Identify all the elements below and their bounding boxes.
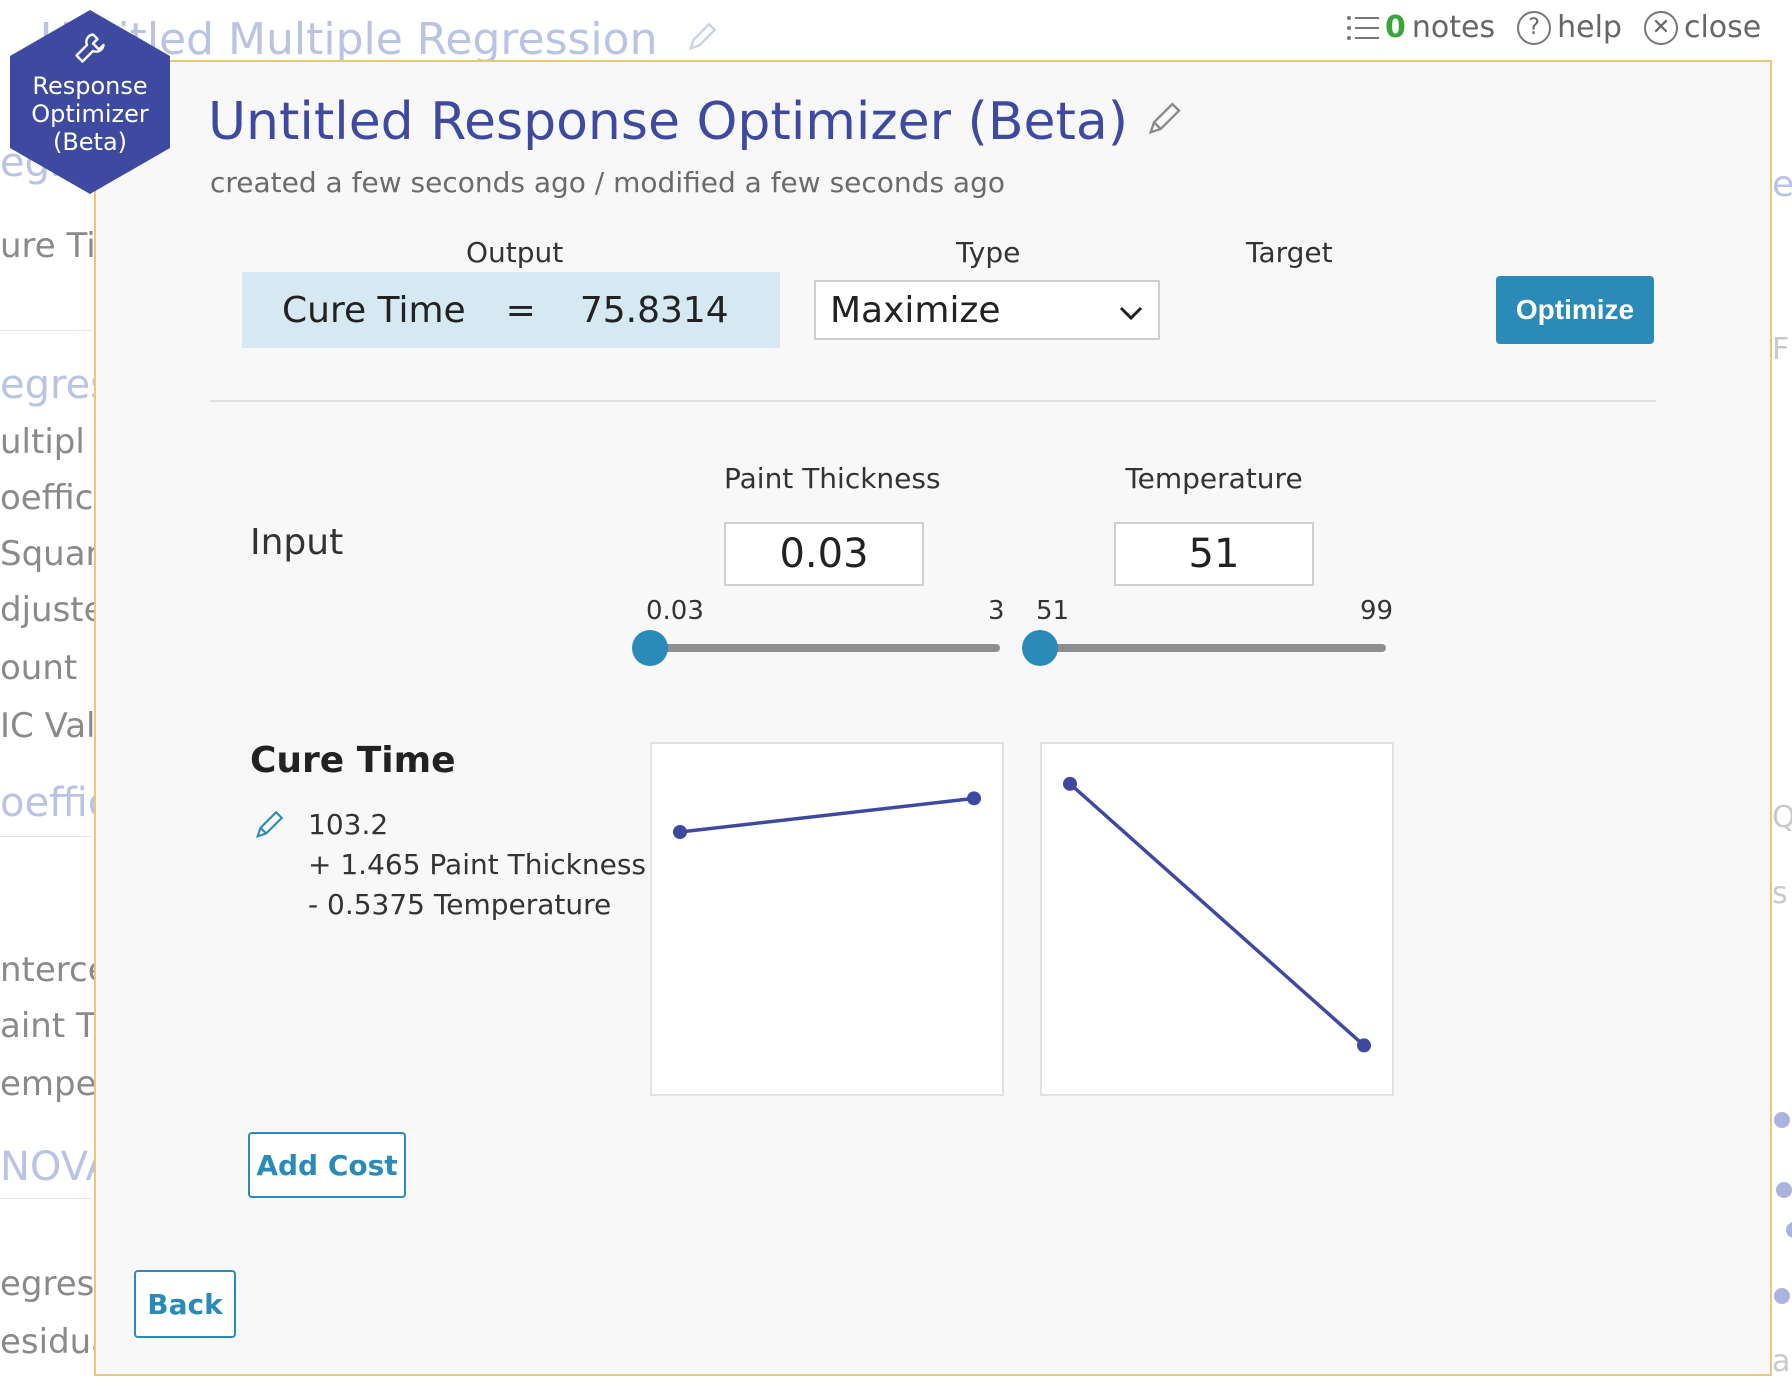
add-cost-button[interactable]: Add Cost: [248, 1132, 406, 1198]
data-point: [967, 791, 981, 806]
temperature-label: Temperature: [1125, 462, 1303, 495]
background-label: ultipl: [0, 422, 85, 462]
background-label: djuste: [0, 590, 105, 630]
background-right-label: F: [1772, 332, 1790, 367]
notes-button[interactable]: 0 notes: [1345, 10, 1495, 45]
background-label: oeffic: [0, 780, 110, 826]
badge-line: (Beta): [52, 128, 128, 156]
temperature-max: 99: [1360, 596, 1394, 626]
background-dot: [1786, 1222, 1792, 1238]
close-icon: ✕: [1643, 10, 1678, 45]
equation-intercept: 103.2: [308, 808, 389, 841]
output-equals: =: [505, 289, 536, 331]
dialog-title-text: Untitled Response Optimizer (Beta): [208, 92, 1129, 152]
background-dot: [1774, 1288, 1790, 1304]
close-label: close: [1683, 10, 1762, 45]
background-divider: [0, 1198, 92, 1199]
paint-thickness-plot: [650, 742, 1004, 1096]
background-dot: [1776, 1182, 1792, 1198]
equation-term-temperature: - 0.5375 Temperature: [308, 888, 612, 921]
response-optimizer-dialog: Untitled Response Optimizer (Beta) creat…: [94, 60, 1772, 1376]
type-select[interactable]: Maximize: [814, 280, 1160, 340]
background-pencil-icon: [685, 14, 719, 65]
paint-thickness-slider-track[interactable]: [650, 644, 1000, 652]
data-point: [673, 825, 687, 840]
temperature-plot-svg: [1063, 776, 1371, 1053]
background-label: IC Val: [0, 706, 96, 746]
background-label: esidua: [0, 1322, 113, 1362]
optimize-button[interactable]: Optimize: [1496, 276, 1654, 344]
help-button[interactable]: ? help: [1517, 10, 1622, 45]
equation-term-paint-thickness: + 1.465 Paint Thickness: [308, 848, 646, 881]
series-line: [679, 796, 975, 834]
background-label: nterce: [0, 950, 109, 990]
background-divider: [0, 836, 92, 837]
chevron-down-icon: [1118, 290, 1144, 331]
temperature-slider-handle[interactable]: [1022, 630, 1058, 666]
data-point: [1063, 776, 1077, 791]
back-button[interactable]: Back: [134, 1270, 236, 1338]
notes-label: notes: [1411, 10, 1496, 45]
response-title: Cure Time: [250, 740, 456, 781]
list-icon: [1345, 13, 1379, 43]
badge-text: Response Optimizer (Beta): [10, 72, 170, 156]
background-divider: [0, 330, 92, 331]
top-bar: 0 notes ? help ✕ close: [1345, 10, 1761, 45]
background-label: Squar: [0, 534, 100, 574]
edit-equation-pencil-icon[interactable]: [252, 808, 286, 842]
target-label: Target: [1246, 236, 1333, 269]
background-label: ount: [0, 648, 78, 688]
background-right-label: alu: [1772, 1344, 1792, 1379]
dialog-title: Untitled Response Optimizer (Beta): [208, 92, 1184, 152]
temperature-input[interactable]: [1114, 522, 1314, 586]
wrench-icon: [72, 30, 108, 66]
section-divider: [210, 400, 1656, 402]
background-label: ure Ti: [0, 226, 96, 266]
data-point: [1357, 1038, 1371, 1053]
background-label: emper: [0, 1064, 111, 1104]
background-label: egres: [0, 362, 112, 408]
background-label: aint T: [0, 1006, 97, 1046]
type-label: Type: [956, 236, 1021, 269]
close-button[interactable]: ✕ close: [1643, 10, 1762, 45]
paint-thickness-slider-handle[interactable]: [632, 630, 668, 666]
response-optimizer-badge: Response Optimizer (Beta): [10, 10, 170, 194]
badge-line: Optimizer: [31, 100, 149, 128]
paint-thickness-max: 3: [988, 596, 1005, 626]
paint-thickness-input[interactable]: [724, 522, 924, 586]
output-display: Cure Time = 75.8314: [242, 272, 780, 348]
help-label: help: [1557, 10, 1622, 45]
dialog-subtitle: created a few seconds ago / modified a f…: [210, 166, 1005, 199]
edit-title-pencil-icon[interactable]: [1144, 92, 1184, 152]
temperature-plot: [1040, 742, 1394, 1096]
background-right-label: Qu: [1772, 800, 1792, 835]
background-dot: [1774, 1112, 1790, 1128]
paint-thickness-label: Paint Thickness: [724, 462, 941, 495]
background-right-label: s: [1772, 876, 1788, 911]
temperature-slider-track[interactable]: [1040, 644, 1386, 652]
type-select-value: Maximize: [830, 289, 1001, 331]
help-icon: ?: [1517, 10, 1552, 45]
background-label: egress: [0, 1264, 113, 1304]
input-label: Input: [250, 522, 344, 563]
notes-count: 0: [1385, 10, 1406, 45]
badge-hexagon: [10, 10, 170, 194]
badge-line: Response: [32, 72, 148, 100]
output-label: Output: [466, 236, 564, 269]
background-label: oeffic: [0, 478, 94, 518]
paint-thickness-plot-svg: [673, 791, 981, 840]
series-line: [1068, 782, 1366, 1047]
paint-thickness-min: 0.03: [646, 596, 704, 626]
output-name: Cure Time: [282, 289, 466, 331]
output-value: 75.8314: [579, 289, 729, 331]
temperature-min: 51: [1036, 596, 1070, 626]
background-right-label: e: [1772, 164, 1792, 205]
